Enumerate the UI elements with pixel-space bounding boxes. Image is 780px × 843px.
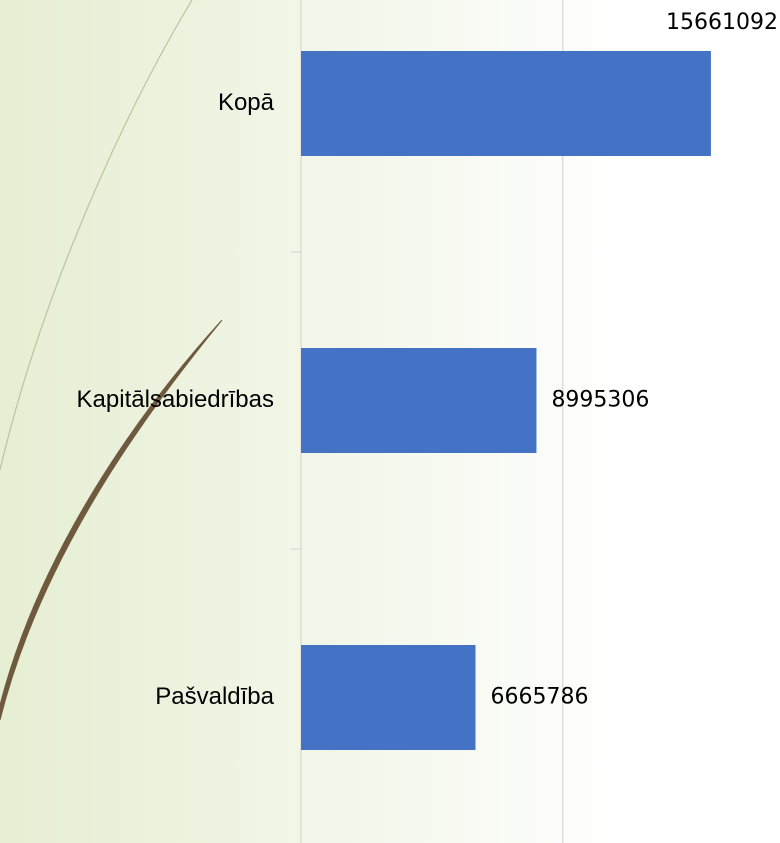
- bar: [301, 348, 537, 453]
- decor-curve: [0, 319, 223, 721]
- category-label: Pašvaldība: [155, 683, 274, 710]
- bar: [301, 51, 711, 156]
- value-label: 8995306: [551, 388, 649, 413]
- value-label: 15661092: [666, 10, 778, 35]
- category-label: Kopā: [218, 89, 275, 116]
- decor-curve: [0, 0, 193, 471]
- value-label: 6665786: [490, 685, 588, 710]
- category-label: Kapitālsabiedrības: [77, 386, 274, 413]
- bar: [301, 645, 476, 750]
